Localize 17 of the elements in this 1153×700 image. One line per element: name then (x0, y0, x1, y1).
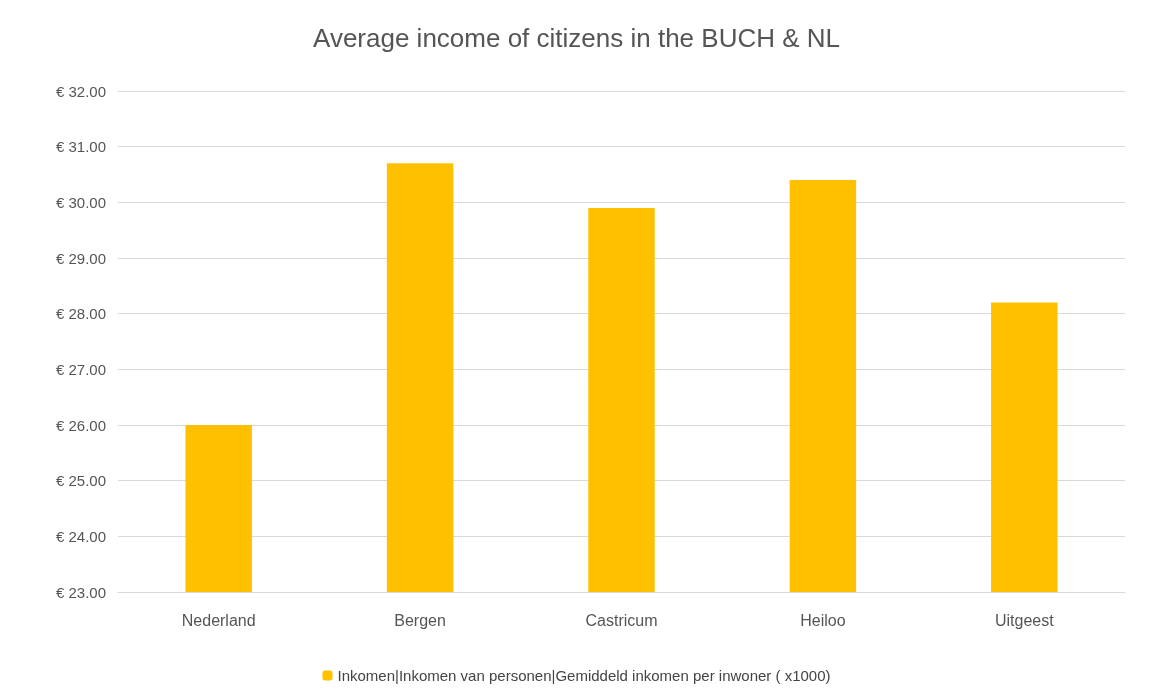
y-tick-label: € 30.00 (55, 193, 106, 211)
chart-title: Average income of citizens in the BUCH & NL (313, 23, 840, 53)
y-tick-label: € 26.00 (55, 416, 106, 434)
y-tick-label: € 24.00 (55, 527, 106, 545)
x-tick-label: Heiloo (800, 611, 846, 629)
y-tick-label: € 28.00 (55, 305, 106, 323)
y-tick-label: € 23.00 (55, 583, 106, 601)
x-tick-label: Uitgeest (994, 611, 1055, 629)
x-tick-label: Nederland (181, 611, 256, 629)
y-tick-label: € 29.00 (55, 249, 106, 267)
x-tick-label: Bergen (394, 611, 446, 629)
y-tick-label: € 25.00 (55, 472, 106, 490)
x-tick-label: Castricum (585, 611, 658, 629)
y-tick-label: € 32.00 (55, 82, 106, 100)
legend-label: Inkomen|Inkomen van personen|Gemiddeld inkomen per inwoner ( x1000) (337, 667, 831, 684)
y-tick-label: € 27.00 (55, 360, 106, 378)
y-tick-label: € 31.00 (55, 138, 106, 156)
